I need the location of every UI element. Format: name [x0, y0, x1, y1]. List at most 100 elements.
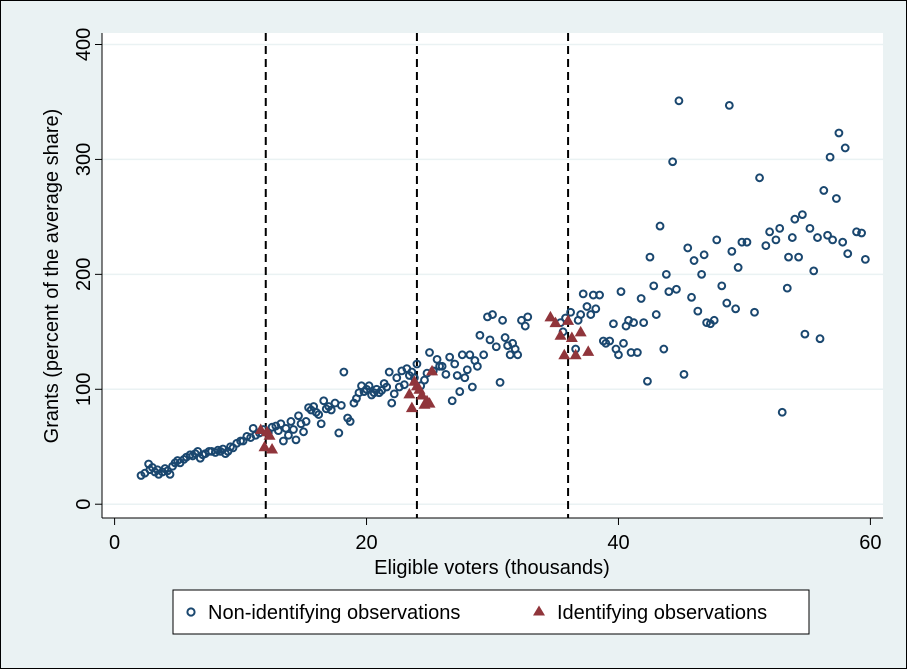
point-non-identifying	[834, 128, 844, 138]
point-non-identifying	[727, 246, 737, 256]
point-non-identifying	[339, 367, 349, 377]
point-non-identifying	[838, 237, 848, 247]
point-identifying	[415, 389, 428, 400]
point-non-identifying	[289, 425, 298, 434]
point-non-identifying	[771, 235, 781, 245]
point-non-identifying	[828, 235, 838, 245]
point-non-identifying	[517, 315, 526, 325]
point-non-identifying	[813, 233, 822, 242]
point-non-identifying	[591, 304, 601, 314]
point-non-identifying	[412, 359, 422, 369]
point-non-identifying	[336, 400, 346, 410]
point-non-identifying	[595, 290, 604, 300]
point-identifying	[254, 423, 267, 435]
point-identifying	[574, 325, 587, 337]
legend-label-identifying: Identifying observations	[557, 602, 767, 624]
point-non-identifying	[299, 427, 308, 437]
x-ticks: 0 20 40 60	[109, 518, 882, 554]
point-non-identifying	[491, 342, 501, 352]
y-tick-label: 200	[73, 258, 95, 291]
gridlines	[102, 43, 883, 505]
point-non-identifying	[794, 252, 804, 262]
point-non-identifying	[733, 263, 743, 272]
x-tick-label: 20	[355, 532, 377, 554]
point-non-identifying	[447, 396, 457, 406]
point-non-identifying	[712, 235, 722, 245]
point-identifying	[405, 401, 418, 413]
point-non-identifying	[425, 348, 434, 357]
point-identifying	[562, 314, 575, 325]
point-non-identifying	[384, 367, 394, 377]
point-non-identifying	[566, 307, 575, 317]
point-identifying	[582, 345, 595, 356]
point-non-identifying	[805, 223, 815, 233]
point-non-identifying	[784, 252, 793, 262]
x-tick-label: 60	[859, 532, 881, 554]
point-non-identifying	[472, 361, 482, 371]
legend: Non-identifying observations Identifying…	[172, 589, 810, 635]
y-tick-label: 300	[73, 143, 95, 176]
point-non-identifying	[345, 417, 355, 426]
point-non-identifying	[319, 396, 329, 406]
point-non-identifying	[649, 281, 659, 291]
point-non-identifying	[520, 321, 530, 331]
point-non-identifying	[852, 227, 861, 237]
y-ticks: 0 100 200 300 400	[73, 28, 102, 510]
point-non-identifying	[683, 243, 693, 253]
point-identifying	[263, 429, 276, 440]
point-non-identifying	[586, 310, 596, 319]
point-non-identifying	[655, 221, 665, 231]
axes	[101, 33, 883, 519]
legend-marker-identifying	[533, 605, 545, 616]
series-non-identifying	[136, 96, 870, 480]
point-non-identifying	[291, 435, 301, 445]
point-identifying	[426, 364, 439, 376]
point-non-identifying	[632, 348, 642, 357]
point-non-identifying	[616, 287, 626, 296]
point-non-identifying	[737, 237, 747, 247]
point-non-identifying	[693, 306, 703, 316]
point-non-identifying	[659, 344, 669, 354]
point-non-identifying	[672, 284, 681, 294]
point-non-identifying	[523, 312, 533, 322]
point-non-identifying	[731, 304, 741, 314]
point-non-identifying	[664, 287, 674, 296]
point-non-identifying	[699, 250, 709, 260]
point-non-identifying	[488, 310, 497, 319]
point-non-identifying	[724, 101, 734, 110]
point-non-identifying	[500, 333, 510, 342]
point-non-identifying	[709, 315, 719, 325]
point-non-identifying	[761, 241, 771, 251]
point-non-identifying	[819, 186, 829, 195]
series-identifying	[254, 310, 595, 454]
point-non-identifying	[460, 373, 470, 383]
point-non-identifying	[450, 359, 460, 369]
point-non-identifying	[797, 210, 807, 219]
point-non-identifying	[777, 407, 787, 417]
point-non-identifying	[687, 292, 696, 302]
point-non-identifying	[392, 373, 402, 383]
point-non-identifying	[334, 428, 344, 438]
point-non-identifying	[582, 302, 592, 311]
point-identifying	[258, 440, 271, 452]
point-non-identifying	[722, 298, 732, 308]
point-non-identifying	[513, 350, 523, 360]
y-tick-label: 0	[73, 499, 95, 510]
point-non-identifying	[364, 381, 374, 391]
point-non-identifying	[498, 315, 507, 325]
point-non-identifying	[479, 350, 489, 360]
point-non-identifying	[294, 411, 303, 421]
point-non-identifying	[697, 269, 707, 279]
point-non-identifying	[750, 307, 759, 317]
point-non-identifying	[831, 194, 841, 203]
y-tick-label: 400	[73, 28, 95, 61]
point-non-identifying	[679, 369, 689, 379]
point-non-identifying	[389, 389, 399, 399]
point-non-identifying	[765, 227, 775, 237]
point-non-identifying	[495, 377, 505, 387]
point-non-identifying	[775, 223, 785, 233]
point-non-identifying	[284, 430, 293, 440]
point-non-identifying	[455, 387, 465, 396]
point-non-identifying	[614, 350, 623, 360]
